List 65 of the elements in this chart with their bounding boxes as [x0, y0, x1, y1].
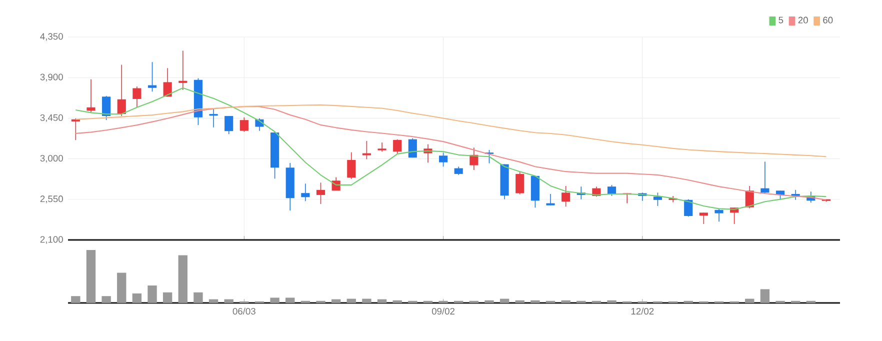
y-tick-label: 3,900: [40, 74, 63, 82]
x-tick-label: 06/03: [232, 308, 256, 315]
bar: [362, 298, 372, 303]
candlestick: [393, 138, 402, 155]
y-tick-label: 2,550: [40, 196, 63, 204]
bar: [117, 272, 126, 303]
candlestick: [546, 194, 555, 206]
candlestick: [362, 140, 371, 160]
candlestick: [86, 78, 96, 113]
bar: [530, 300, 540, 303]
candlestick: [224, 116, 234, 135]
bar: [132, 293, 142, 303]
bar: [194, 292, 203, 303]
bar: [148, 285, 157, 303]
bar: [500, 298, 510, 303]
candlestick: [653, 192, 662, 206]
bar: [561, 300, 570, 303]
candlestick: [516, 171, 524, 195]
bar: [515, 300, 524, 303]
bar: [377, 299, 387, 303]
bar: [745, 298, 754, 303]
bar: [607, 300, 616, 303]
bar: [270, 298, 280, 303]
candlestick: [209, 108, 218, 128]
x-tick-label: 12/02: [631, 308, 654, 315]
candlestick: [316, 182, 326, 204]
bar: [86, 250, 96, 303]
candlestick: [163, 68, 172, 98]
bar: [224, 299, 234, 303]
bar: [484, 300, 494, 303]
bar: [71, 296, 80, 303]
candlestick: [607, 184, 616, 196]
bar: [102, 296, 111, 303]
y-tick-label: 3,000: [40, 154, 63, 163]
candlestick: [699, 212, 708, 224]
candlestick: [760, 161, 770, 194]
candlestick: [178, 50, 188, 90]
bar: [178, 255, 188, 303]
candlestick: [117, 64, 126, 116]
candlestick: [240, 116, 248, 132]
candlestick: [714, 208, 724, 222]
candlestick: [132, 86, 142, 108]
bar: [208, 299, 218, 303]
legend-label: 20: [798, 16, 808, 24]
bar: [162, 292, 172, 303]
legend-label: 60: [823, 16, 833, 24]
y-tick-label: 4,350: [40, 33, 63, 41]
candlestick: [301, 183, 310, 202]
candlestick: [562, 186, 570, 208]
candlestick: [347, 152, 356, 180]
candlestick: [470, 147, 478, 170]
bar: [392, 300, 402, 303]
candlestick: [148, 62, 157, 92]
y-tick-label: 2,100: [40, 236, 63, 244]
legend-label: 5: [778, 16, 784, 24]
bar: [331, 299, 341, 303]
bar: [346, 298, 356, 303]
bar: [760, 289, 770, 303]
candlestick: [684, 198, 693, 218]
candlestick: [102, 96, 111, 120]
candlestick: [438, 152, 448, 168]
x-tick-label: 09/02: [432, 308, 454, 315]
y-tick-label: 3,450: [40, 114, 63, 122]
candlestick: [378, 142, 386, 152]
bar: [286, 298, 295, 303]
